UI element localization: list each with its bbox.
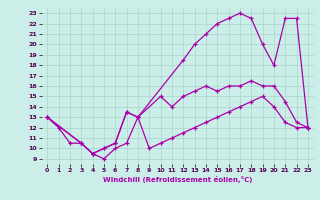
X-axis label: Windchill (Refroidissement éolien,°C): Windchill (Refroidissement éolien,°C) [103,176,252,183]
